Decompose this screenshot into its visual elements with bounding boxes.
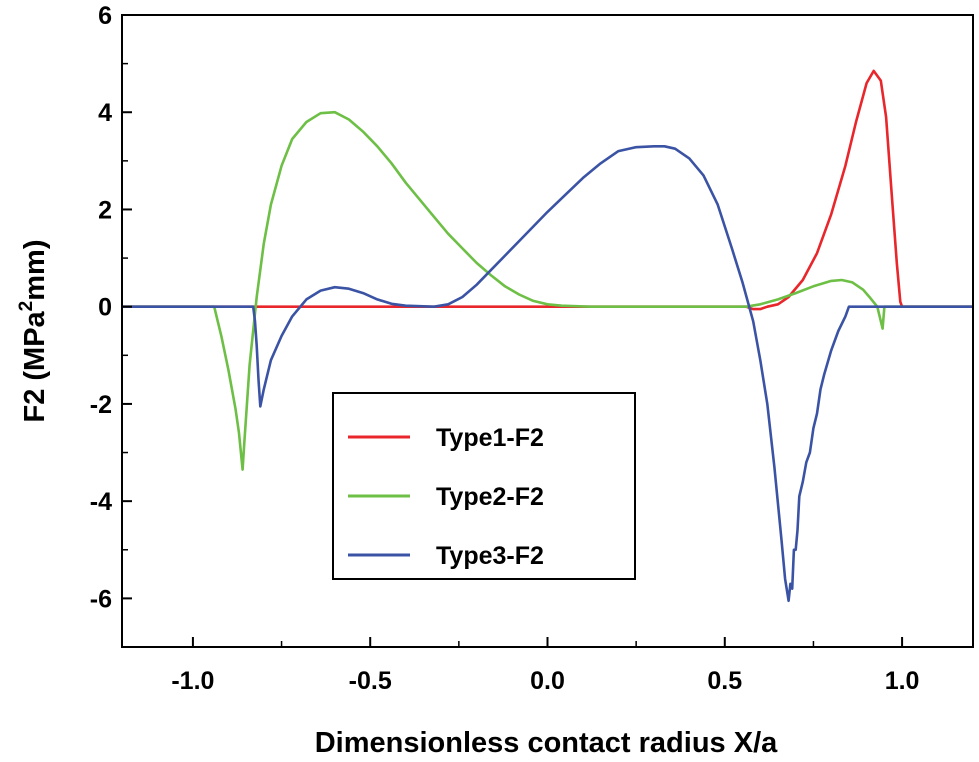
legend: Type1-F2 Type2-F2 Type3-F2 — [332, 392, 636, 580]
x-tick-label: -0.5 — [349, 667, 392, 695]
y-tick-label: 0 — [98, 294, 112, 322]
y-axis-title: F2 (MPa2mm) — [16, 240, 51, 423]
axes: -6 -4 -2 0 2 4 6 -1.0 -0.5 0.0 0.5 1.0 — [90, 2, 920, 695]
y-tick-label: 4 — [98, 99, 112, 127]
y-tick-label: 6 — [98, 2, 112, 30]
legend-box — [332, 392, 636, 580]
y-tick-label: -4 — [90, 488, 112, 516]
y-axis-title-main: F2 (MPa — [19, 310, 51, 422]
y-axis-title-end: mm) — [19, 240, 51, 301]
y-axis-title-superscript: 2 — [16, 301, 37, 312]
x-tick-label: -1.0 — [171, 667, 214, 695]
series-line-type1 — [122, 69, 973, 311]
y-tick-label: -2 — [90, 391, 112, 419]
x-tick-label: 1.0 — [885, 667, 920, 695]
series-line-type2 — [122, 110, 973, 471]
x-tick-label: 0.5 — [707, 667, 742, 695]
legend-label-type3: Type3-F2 — [436, 542, 544, 570]
legend-label-type2: Type2-F2 — [436, 483, 544, 511]
series-line-type3 — [122, 145, 973, 603]
x-axis-title: Dimensionless contact radius X/a — [315, 727, 778, 759]
y-tick-label: -6 — [90, 585, 112, 613]
plot-lines — [122, 69, 973, 603]
legend-label-type1: Type1-F2 — [436, 424, 544, 452]
x-tick-label: 0.0 — [530, 667, 565, 695]
y-tick-label: 2 — [98, 196, 112, 224]
